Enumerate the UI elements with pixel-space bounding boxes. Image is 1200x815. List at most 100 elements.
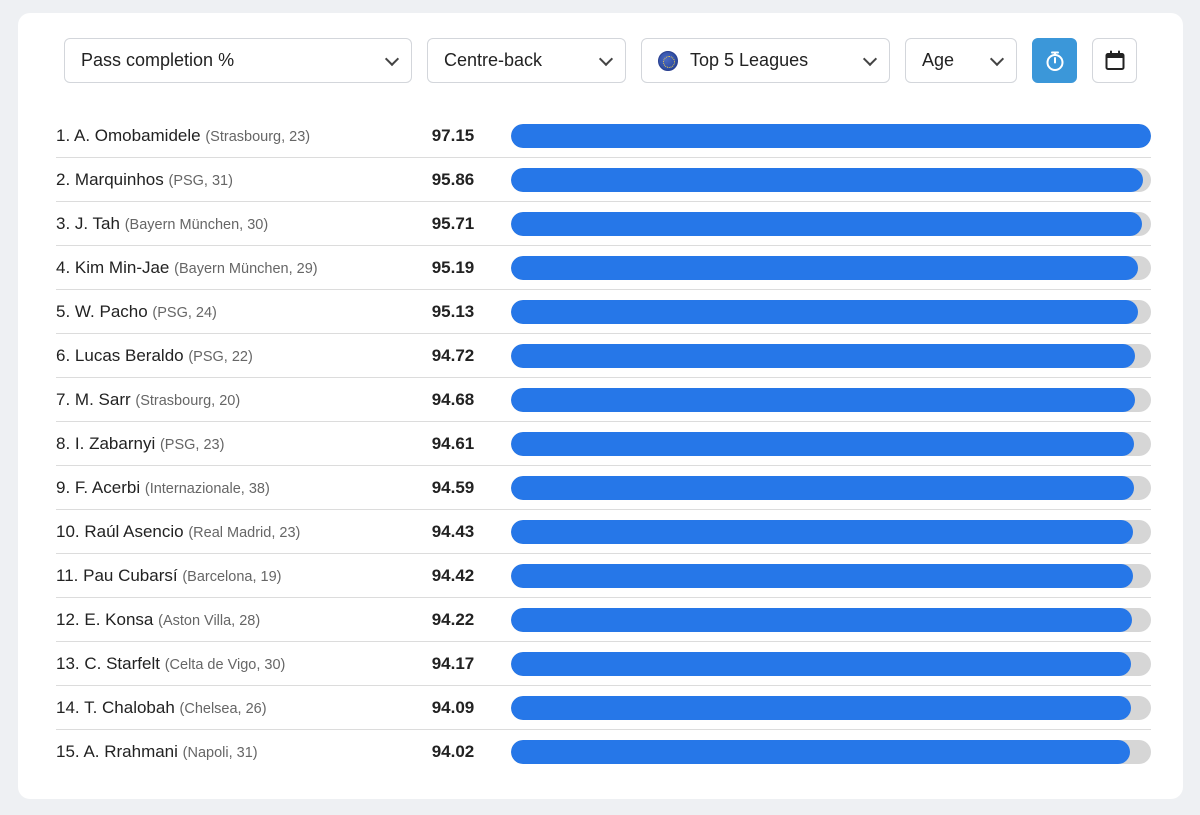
player-row[interactable]: 9. F. Acerbi (Internazionale, 38) 94.59 — [56, 466, 1151, 510]
player-name-cell: 9. F. Acerbi (Internazionale, 38) — [56, 478, 416, 498]
player-club-age: (Internazionale, 38) — [144, 480, 270, 497]
chevron-down-icon — [598, 51, 614, 66]
player-club-age: (PSG, 24) — [152, 304, 217, 321]
player-value: 94.42 — [431, 565, 475, 585]
player-name-cell: 3. J. Tah (Bayern München, 30) — [56, 214, 416, 234]
player-club-age: (Real Madrid, 23) — [188, 524, 301, 541]
value-bar-fill — [511, 695, 1131, 720]
value-bar-track — [511, 167, 1151, 192]
filter-bar: Pass completion % Centre-back Top 5 Leag… — [64, 38, 1152, 83]
value-bar-fill — [511, 167, 1143, 192]
value-bar-fill — [511, 607, 1132, 632]
player-value: 95.19 — [431, 257, 475, 277]
player-name[interactable]: E. Konsa — [84, 609, 154, 629]
player-value: 94.09 — [431, 697, 475, 717]
chevron-down-icon — [862, 51, 878, 66]
value-bar-track — [511, 211, 1151, 236]
player-row[interactable]: 2. Marquinhos (PSG, 31) 95.86 — [56, 158, 1151, 202]
player-name-cell: 11. Pau Cubarsí (Barcelona, 19) — [56, 566, 416, 586]
player-name-cell: 1. A. Omobamidele (Strasbourg, 23) — [56, 126, 416, 146]
position-select[interactable]: Centre-back — [427, 38, 626, 83]
player-club-age: (Strasbourg, 23) — [205, 128, 311, 145]
player-rank: 5. — [56, 301, 71, 321]
value-bar-track — [511, 123, 1151, 148]
player-name[interactable]: C. Starfelt — [84, 653, 160, 673]
value-bar-fill — [511, 123, 1151, 148]
value-bar-fill — [511, 387, 1135, 412]
player-value: 95.13 — [431, 301, 475, 321]
player-value: 94.68 — [431, 389, 475, 409]
value-bar-fill — [511, 563, 1133, 588]
player-rank: 2. — [56, 169, 71, 189]
value-bar-track — [511, 607, 1151, 632]
player-rank: 1. — [56, 125, 71, 145]
player-name[interactable]: Lucas Beraldo — [74, 345, 184, 365]
player-name-cell: 13. C. Starfelt (Celta de Vigo, 30) — [56, 654, 416, 674]
player-name-cell: 8. I. Zabarnyi (PSG, 23) — [56, 434, 416, 454]
player-rank: 11. — [56, 565, 79, 585]
value-bar-track — [511, 431, 1151, 456]
player-row[interactable]: 11. Pau Cubarsí (Barcelona, 19) 94.42 — [56, 554, 1151, 598]
player-row[interactable]: 14. T. Chalobah (Chelsea, 26) 94.09 — [56, 686, 1151, 730]
player-name-cell: 4. Kim Min-Jae (Bayern München, 29) — [56, 258, 416, 278]
player-name[interactable]: T. Chalobah — [84, 697, 175, 717]
value-bar-track — [511, 651, 1151, 676]
player-value: 94.02 — [431, 742, 475, 761]
timer-button[interactable] — [1032, 38, 1077, 83]
player-name[interactable]: I. Zabarnyi — [74, 433, 156, 453]
player-row[interactable]: 12. E. Konsa (Aston Villa, 28) 94.22 — [56, 598, 1151, 642]
player-rank: 8. — [56, 433, 71, 453]
value-bar-track — [511, 740, 1151, 764]
globe-icon — [658, 50, 678, 71]
player-value: 94.17 — [431, 653, 475, 673]
player-row[interactable]: 3. J. Tah (Bayern München, 30) 95.71 — [56, 202, 1151, 246]
player-name[interactable]: Pau Cubarsí — [83, 565, 178, 585]
calendar-button[interactable] — [1092, 38, 1137, 83]
value-bar-fill — [511, 299, 1138, 324]
player-value: 94.72 — [431, 345, 475, 365]
player-row[interactable]: 8. I. Zabarnyi (PSG, 23) 94.61 — [56, 422, 1151, 466]
player-value: 97.15 — [431, 125, 475, 145]
player-name-cell: 14. T. Chalobah (Chelsea, 26) — [56, 698, 416, 718]
player-name[interactable]: F. Acerbi — [74, 477, 141, 497]
player-name-cell: 5. W. Pacho (PSG, 24) — [56, 302, 416, 322]
player-name[interactable]: J. Tah — [74, 213, 120, 233]
metric-select[interactable]: Pass completion % — [64, 38, 412, 83]
player-value: 95.71 — [431, 213, 475, 233]
position-select-label: Centre-back — [444, 50, 543, 70]
player-row[interactable]: 7. M. Sarr (Strasbourg, 20) 94.68 — [56, 378, 1151, 422]
value-bar-fill — [511, 519, 1134, 544]
value-bar-fill — [511, 211, 1142, 236]
player-row[interactable]: 13. C. Starfelt (Celta de Vigo, 30) 94.17 — [56, 642, 1151, 686]
metric-select-label: Pass completion % — [81, 50, 235, 70]
player-name[interactable]: A. Rrahmani — [83, 742, 178, 761]
player-row[interactable]: 15. A. Rrahmani (Napoli, 31) 94.02 — [56, 730, 1151, 774]
player-rank: 12. — [56, 609, 80, 629]
player-club-age: (Barcelona, 19) — [182, 568, 282, 585]
player-row[interactable]: 10. Raúl Asencio (Real Madrid, 23) 94.43 — [56, 510, 1151, 554]
player-name[interactable]: M. Sarr — [74, 389, 131, 409]
player-club-age: (Strasbourg, 20) — [135, 392, 241, 409]
age-select[interactable]: Age — [905, 38, 1017, 83]
chevron-down-icon — [989, 51, 1005, 66]
value-bar-fill — [511, 475, 1135, 500]
player-row[interactable]: 1. A. Omobamidele (Strasbourg, 23) 97.15 — [56, 114, 1151, 158]
value-bar-track — [511, 475, 1151, 500]
player-value: 95.86 — [431, 169, 475, 189]
player-name-cell: 2. Marquinhos (PSG, 31) — [56, 170, 416, 190]
player-row[interactable]: 5. W. Pacho (PSG, 24) 95.13 — [56, 290, 1151, 334]
player-rank: 9. — [56, 477, 71, 497]
player-name[interactable]: A. Omobamidele — [73, 125, 201, 145]
player-name-cell: 6. Lucas Beraldo (PSG, 22) — [56, 346, 416, 366]
player-name[interactable]: Kim Min-Jae — [74, 257, 170, 277]
player-name[interactable]: W. Pacho — [74, 301, 148, 321]
player-club-age: (Bayern München, 29) — [174, 260, 318, 277]
value-bar-fill — [511, 740, 1131, 764]
value-bar-track — [511, 343, 1151, 368]
league-select[interactable]: Top 5 Leagues — [641, 38, 890, 83]
player-row[interactable]: 4. Kim Min-Jae (Bayern München, 29) 95.19 — [56, 246, 1151, 290]
player-row[interactable]: 6. Lucas Beraldo (PSG, 22) 94.72 — [56, 334, 1151, 378]
player-name[interactable]: Raúl Asencio — [84, 521, 184, 541]
player-name[interactable]: Marquinhos — [74, 169, 164, 189]
value-bar-track — [511, 563, 1151, 588]
